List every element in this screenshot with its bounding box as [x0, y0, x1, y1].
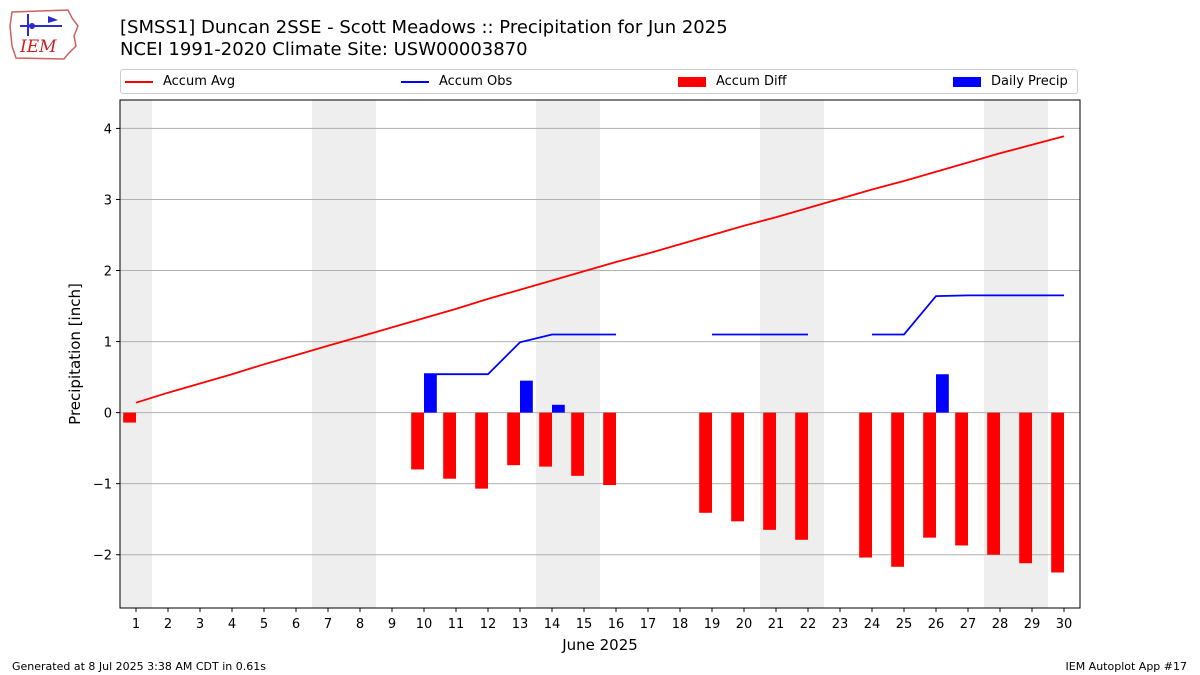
y-tick-label: 2: [104, 265, 112, 280]
wind-vane-icon: [48, 16, 58, 23]
x-tick-label: 16: [608, 617, 625, 632]
weekend-shade-21: [760, 100, 792, 608]
x-tick-label: 13: [512, 617, 529, 632]
y-tick-label: 3: [104, 193, 112, 208]
legend-item-accum-avg: Accum Avg: [125, 70, 235, 93]
weekend-shade-14: [536, 100, 568, 608]
weekend-shade-8: [344, 100, 376, 608]
y-tick-label: 4: [104, 122, 112, 137]
accum-diff-bar-20: [731, 412, 744, 522]
legend-swatch-accum-obs: [401, 80, 429, 83]
accum-diff-bar-14: [539, 412, 552, 467]
footer-app: IEM Autoplot App #17: [1065, 660, 1188, 673]
daily-precip-bar-26: [936, 374, 949, 413]
x-tick-label: 10: [416, 617, 433, 632]
x-tick-label: 1: [132, 617, 140, 632]
iowa-state-outline: [9, 9, 79, 60]
weather-station-sensor: [29, 23, 35, 29]
x-tick-label: 26: [928, 617, 945, 632]
accum-diff-bar-21: [763, 412, 776, 530]
x-tick-label: 19: [704, 617, 721, 632]
legend-label-accum-obs: Accum Obs: [439, 74, 513, 89]
legend-swatch-accum-avg: [125, 80, 153, 83]
accum-diff-bar-29: [1019, 412, 1032, 564]
daily-precip-bar-14: [552, 404, 565, 413]
x-tick-label: 9: [388, 617, 396, 632]
accum-diff-bar-28: [987, 412, 1000, 555]
x-tick-label: 2: [164, 617, 172, 632]
chart-legend: Accum Avg Accum Obs Accum Diff Daily Pre…: [120, 69, 1078, 94]
legend-item-daily-precip: Daily Precip: [953, 70, 1068, 93]
x-tick-label: 15: [576, 617, 593, 632]
chart-title-line2: NCEI 1991-2020 Climate Site: USW00003870: [120, 39, 528, 60]
accum-diff-bar-30: [1051, 412, 1064, 573]
legend-item-accum-obs: Accum Obs: [401, 70, 512, 93]
daily-precip-bar-13: [520, 380, 533, 413]
x-tick-label: 24: [864, 617, 881, 632]
iem-logo-text: IEM: [19, 37, 57, 57]
accum-avg-line: [135, 135, 1065, 404]
x-tick-label: 14: [544, 617, 561, 632]
accum-diff-bar-24: [859, 412, 872, 558]
accum-diff-bar-10: [411, 412, 424, 470]
accum-diff-bar-13: [507, 412, 520, 466]
x-tick-label: 11: [448, 617, 465, 632]
x-tick-label: 8: [356, 617, 364, 632]
chart-title-line1: [SMSS1] Duncan 2SSE - Scott Meadows :: P…: [120, 17, 728, 38]
x-tick-label: 22: [800, 617, 817, 632]
legend-label-accum-diff: Accum Diff: [716, 74, 787, 89]
accum-diff-bar-26: [923, 412, 936, 538]
accum-diff-bar-11: [443, 412, 456, 479]
weekend-shade-1: [120, 100, 152, 608]
x-tick-label: 21: [768, 617, 785, 632]
chart-title: [SMSS1] Duncan 2SSE - Scott Meadows :: P…: [120, 17, 728, 61]
accum-diff-bar-15: [571, 412, 584, 476]
x-tick-label: 27: [960, 617, 977, 632]
y-tick-label: 1: [104, 336, 112, 351]
y-tick-label: −1: [93, 478, 112, 493]
x-tick-label: 12: [480, 617, 497, 632]
weekend-shade-15: [568, 100, 600, 608]
legend-label-accum-avg: Accum Avg: [163, 74, 236, 89]
x-tick-label: 25: [896, 617, 913, 632]
x-axis-label: June 2025: [561, 636, 638, 654]
accum-diff-bar-22: [795, 412, 808, 540]
x-tick-label: 23: [832, 617, 849, 632]
y-tick-label: 0: [104, 407, 112, 422]
iem-logo: IEM: [9, 9, 79, 60]
x-tick-label: 7: [324, 617, 332, 632]
weekend-shade-7: [312, 100, 344, 608]
x-tick-label: 29: [1024, 617, 1041, 632]
accum-diff-bar-25: [891, 412, 904, 567]
footer-generated: Generated at 8 Jul 2025 3:38 AM CDT in 0…: [12, 660, 266, 673]
x-tick-label: 20: [736, 617, 753, 632]
x-tick-label: 30: [1056, 617, 1073, 632]
legend-swatch-daily-precip: [953, 76, 981, 87]
x-tick-label: 28: [992, 617, 1009, 632]
y-axis-label: Precipitation [inch]: [66, 283, 84, 425]
accum-diff-bar-12: [475, 412, 488, 489]
accum-diff-bar-16: [603, 412, 616, 486]
x-tick-label: 3: [196, 617, 204, 632]
plot-frame: [119, 99, 1081, 609]
legend-swatch-accum-diff: [678, 76, 706, 87]
x-tick-label: 4: [228, 617, 236, 632]
accum-diff-bar-27: [955, 412, 968, 546]
accum-diff-bar-1: [123, 412, 136, 423]
x-tick-label: 6: [292, 617, 300, 632]
legend-label-daily-precip: Daily Precip: [991, 74, 1068, 89]
y-tick-label: −2: [93, 549, 112, 564]
accum-diff-bar-19: [699, 412, 712, 513]
legend-item-accum-diff: Accum Diff: [678, 70, 787, 93]
x-tick-label: 17: [640, 617, 657, 632]
x-tick-label: 18: [672, 617, 689, 632]
daily-precip-bar-10: [424, 374, 437, 413]
accum-obs-line: [424, 294, 1064, 376]
x-tick-label: 5: [260, 617, 268, 632]
